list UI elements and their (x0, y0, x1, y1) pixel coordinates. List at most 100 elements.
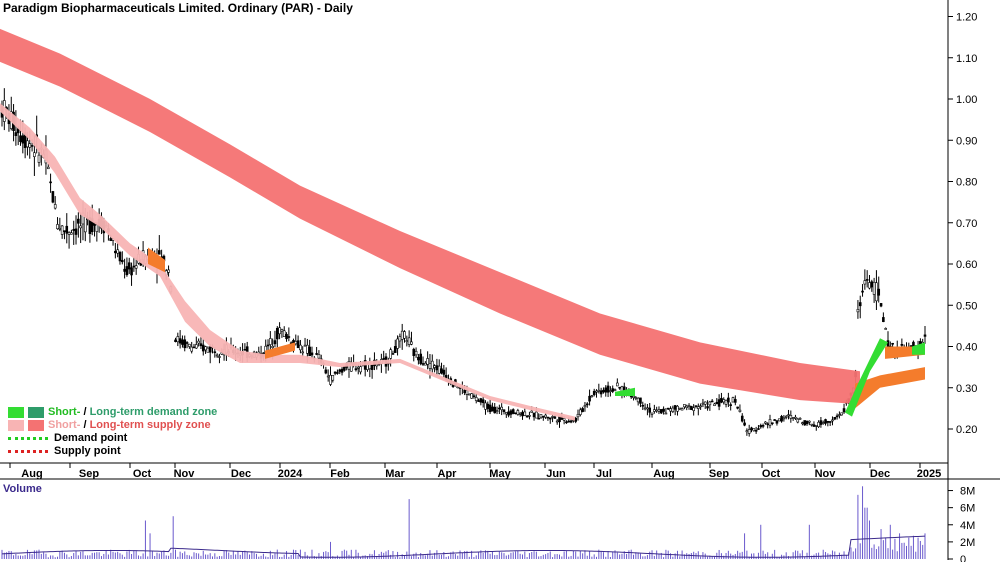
candle-body (606, 385, 610, 393)
candle-body (685, 405, 689, 408)
candle-body (204, 346, 207, 351)
candle-body (396, 338, 399, 349)
price-plot-area (0, 28, 927, 437)
short-term-demand-zone-2 (912, 342, 925, 355)
candle-body (831, 419, 834, 422)
candle-body (479, 398, 483, 403)
y-tick-label: 0.50 (956, 300, 977, 312)
candle-body (243, 349, 247, 351)
legend-demand-sep: / (80, 406, 90, 418)
candle-body (579, 409, 582, 415)
candle-body (678, 407, 682, 410)
candle-body (391, 353, 395, 355)
candle-body (551, 416, 554, 418)
candle-body (470, 393, 473, 399)
candle-body (666, 407, 670, 410)
candle-body (812, 424, 816, 427)
candle-body (333, 371, 337, 374)
candle-body (507, 411, 510, 416)
candle-body (696, 406, 700, 409)
candle-body (842, 408, 846, 413)
candle-body (662, 408, 665, 412)
legend-demand-point-label: Demand point (54, 432, 128, 444)
candle-body (282, 330, 286, 337)
candle-body (757, 428, 760, 430)
candle-body (134, 265, 138, 269)
orange-zone-1 (148, 247, 165, 273)
candle-body (653, 409, 656, 412)
candle-body (340, 368, 344, 373)
candle-body (708, 401, 712, 406)
candle-body (796, 418, 800, 423)
candle-body (58, 227, 62, 230)
candle-body (713, 403, 716, 406)
candle-body (317, 354, 321, 359)
candle-body (734, 399, 737, 403)
candle-body (19, 135, 22, 142)
candle-body (609, 390, 612, 392)
candle-body (79, 225, 82, 229)
short-term-demand-zone-3 (615, 387, 635, 396)
candle-body (481, 399, 485, 403)
x-tick-label: 2025 (917, 468, 941, 480)
candle-body (592, 390, 596, 396)
candle-body (114, 250, 117, 254)
x-tick-label: Dec (870, 468, 890, 480)
candle-body (588, 395, 591, 402)
candle-body (213, 351, 217, 354)
candle-body (599, 390, 603, 395)
candle-body (884, 328, 887, 330)
candle-body (743, 422, 746, 426)
candle-body (764, 421, 767, 424)
candle-body (821, 422, 825, 424)
candle-body (891, 342, 894, 345)
candle-body (784, 416, 788, 418)
candle-body (664, 412, 668, 415)
candle-body (817, 421, 820, 427)
candle-body (548, 417, 552, 420)
volume-tick-label: 0 (960, 554, 966, 562)
candle-body (123, 268, 126, 272)
candle-body (398, 336, 402, 342)
y-tick-label: 0.40 (956, 342, 977, 354)
candle-body (694, 405, 698, 407)
candle-body (523, 411, 527, 416)
candle-body (648, 407, 652, 413)
legend-demand-point: Demand point (8, 432, 217, 445)
candle-body (634, 397, 638, 399)
candle-body (37, 154, 41, 163)
candle-body (393, 346, 397, 353)
volume-tick-label: 6M (960, 503, 975, 515)
candle-body (565, 421, 568, 424)
x-tick-label: Oct (762, 468, 781, 480)
candle-body (356, 366, 360, 369)
candle-body (752, 428, 756, 432)
candle-body (65, 225, 69, 234)
candle-body (116, 249, 119, 254)
candle-body (676, 405, 679, 412)
candle-body (516, 410, 520, 415)
candle-body (868, 282, 871, 289)
candle-body (636, 397, 640, 403)
y-tick-label: 1.00 (956, 94, 977, 106)
candle-body (780, 416, 783, 422)
candle-body (511, 409, 515, 414)
candle-body (699, 405, 702, 408)
candle-body (882, 317, 885, 323)
candle-body (789, 415, 793, 419)
candle-body (613, 389, 617, 391)
x-tick-label: Sep (79, 468, 99, 480)
candle-body (421, 363, 425, 365)
candle-body (877, 288, 881, 296)
legend: Short- / Long-term demand zone Short- / … (8, 406, 217, 458)
y-axis: 1.20 1.10 1.00 0.90 0.80 0.70 0.60 0.50 0.40 0.30… (948, 12, 977, 436)
candle-body (484, 402, 487, 410)
candle-body (426, 358, 429, 365)
candle-body (370, 364, 374, 370)
candle-body (306, 344, 309, 354)
candle-body (498, 407, 501, 410)
candle-body (775, 420, 779, 424)
candle-body (435, 365, 439, 371)
candle-body (828, 421, 832, 423)
x-tick-label: Nov (174, 468, 196, 480)
